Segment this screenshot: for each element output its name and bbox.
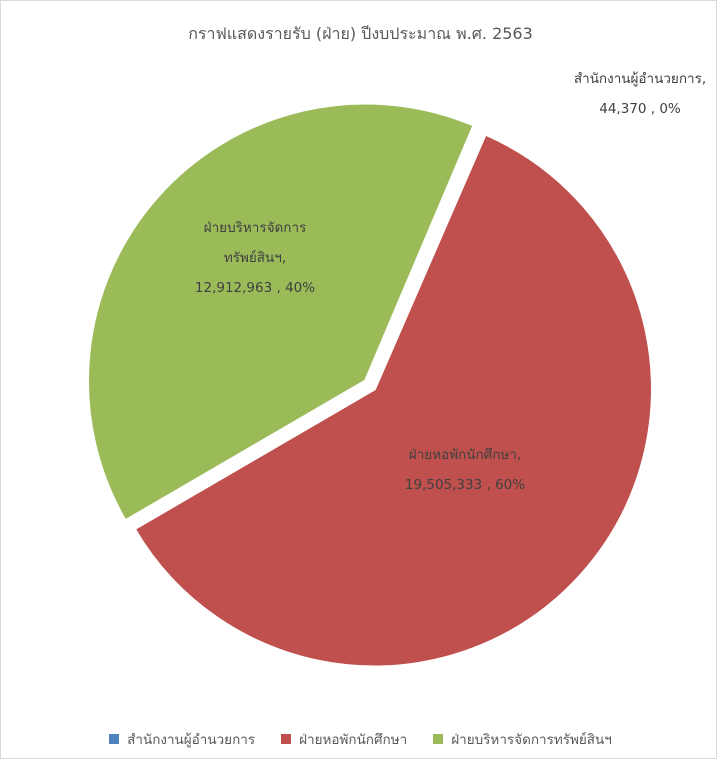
data-label-asset-management-value: 12,912,963 , 40% [194, 280, 316, 296]
data-label-asset-management: ฝ่ายบริหารจัดการ ทรัพย์สินฯ, 12,912,963 … [170, 213, 340, 303]
pie-slice-dormitory [132, 132, 654, 669]
data-label-asset-management-name1: ฝ่ายบริหารจัดการ [203, 220, 307, 236]
data-label-dormitory-name: ฝ่ายหอพักนักศึกษา, [408, 447, 522, 463]
legend-label-asset-management: ฝ่ายบริหารจัดการทรัพย์สินฯ [451, 732, 612, 748]
legend-item-asset-management: ฝ่ายบริหารจัดการทรัพย์สินฯ [433, 728, 612, 750]
legend-swatch-office [109, 734, 120, 744]
data-label-asset-management-name2: ทรัพย์สินฯ, [223, 250, 287, 266]
legend-label-office: สำนักงานผู้อำนวยการ [127, 732, 256, 748]
data-label-dormitory: ฝ่ายหอพักนักศึกษา, 19,505,333 , 60% [380, 440, 550, 500]
legend: สำนักงานผู้อำนวยการ ฝ่ายหอพักนักศึกษา ฝ่… [0, 728, 721, 750]
data-label-office: สำนักงานผู้อำนวยการ, 44,370 , 0% [560, 64, 720, 124]
legend-swatch-asset-management [433, 734, 444, 744]
legend-swatch-dormitory [281, 734, 292, 744]
legend-label-dormitory: ฝ่ายหอพักนักศึกษา [299, 732, 408, 748]
pie-slice-office [370, 121, 486, 381]
chart-title: กราฟแสดงรายรับ (ฝ่าย) ปีงบประมาณ พ.ศ. 25… [188, 24, 533, 43]
data-label-office-name: สำนักงานผู้อำนวยการ, [573, 71, 707, 87]
data-label-dormitory-value: 19,505,333 , 60% [404, 477, 526, 493]
data-label-office-value: 44,370 , 0% [599, 101, 681, 117]
legend-item-dormitory: ฝ่ายหอพักนักศึกษา [281, 728, 407, 750]
legend-item-office: สำนักงานผู้อำนวยการ [109, 728, 255, 750]
pie-slice-asset-management [86, 101, 477, 523]
